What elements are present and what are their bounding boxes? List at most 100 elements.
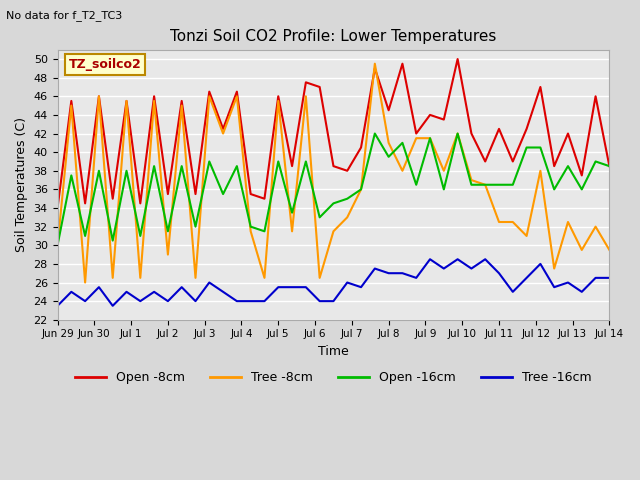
Open -16cm xyxy=(164,228,172,234)
Open -8cm xyxy=(136,201,144,206)
Open -8cm xyxy=(95,94,103,99)
Open -16cm xyxy=(592,158,600,164)
Tree -16cm xyxy=(481,256,489,262)
Open -16cm xyxy=(385,154,392,160)
Open -16cm xyxy=(288,210,296,216)
Open -8cm xyxy=(523,126,531,132)
Open -16cm xyxy=(123,168,131,174)
Open -8cm xyxy=(54,205,61,211)
Tree -16cm xyxy=(344,280,351,286)
Tree -16cm xyxy=(109,303,116,309)
Tree -16cm xyxy=(288,284,296,290)
Tree -16cm xyxy=(302,284,310,290)
Tree -8cm xyxy=(357,187,365,192)
Tree -8cm xyxy=(220,131,227,136)
Tree -16cm xyxy=(605,275,613,281)
Open -16cm xyxy=(536,144,544,150)
Open -16cm xyxy=(330,201,337,206)
Tree -8cm xyxy=(564,219,572,225)
Tree -8cm xyxy=(109,275,116,281)
Tree -16cm xyxy=(54,303,61,309)
Open -8cm xyxy=(399,61,406,67)
Tree -8cm xyxy=(523,233,531,239)
Open -8cm xyxy=(481,158,489,164)
Text: No data for f_T2_TC3: No data for f_T2_TC3 xyxy=(6,10,123,21)
Open -8cm xyxy=(440,117,447,122)
Open -16cm xyxy=(150,163,158,169)
Tree -16cm xyxy=(260,298,268,304)
Line: Tree -16cm: Tree -16cm xyxy=(58,259,609,306)
Tree -8cm xyxy=(371,61,379,67)
Open -8cm xyxy=(233,89,241,95)
Open -16cm xyxy=(564,163,572,169)
Open -16cm xyxy=(67,172,75,178)
Open -8cm xyxy=(468,131,476,136)
Open -16cm xyxy=(136,233,144,239)
Open -8cm xyxy=(316,84,323,90)
Open -8cm xyxy=(344,168,351,174)
Open -16cm xyxy=(233,163,241,169)
Title: Tonzi Soil CO2 Profile: Lower Temperatures: Tonzi Soil CO2 Profile: Lower Temperatur… xyxy=(170,29,497,44)
Tree -8cm xyxy=(578,247,586,253)
Tree -16cm xyxy=(233,298,241,304)
Open -8cm xyxy=(109,196,116,202)
Tree -8cm xyxy=(247,228,255,234)
Tree -16cm xyxy=(592,275,600,281)
Open -16cm xyxy=(302,158,310,164)
Tree -16cm xyxy=(330,298,337,304)
Open -8cm xyxy=(247,191,255,197)
Tree -16cm xyxy=(454,256,461,262)
Open -16cm xyxy=(109,238,116,243)
Tree -8cm xyxy=(275,98,282,104)
Open -16cm xyxy=(344,196,351,202)
Open -16cm xyxy=(440,187,447,192)
Open -16cm xyxy=(275,158,282,164)
Tree -16cm xyxy=(150,289,158,295)
Tree -16cm xyxy=(191,298,199,304)
Legend: Open -8cm, Tree -8cm, Open -16cm, Tree -16cm: Open -8cm, Tree -8cm, Open -16cm, Tree -… xyxy=(70,366,597,389)
Tree -16cm xyxy=(371,265,379,271)
Open -8cm xyxy=(536,84,544,90)
Tree -8cm xyxy=(288,228,296,234)
Open -8cm xyxy=(123,98,131,104)
Tree -8cm xyxy=(330,228,337,234)
Open -8cm xyxy=(426,112,434,118)
Tree -8cm xyxy=(399,168,406,174)
Y-axis label: Soil Temperatures (C): Soil Temperatures (C) xyxy=(15,117,28,252)
Tree -8cm xyxy=(509,219,516,225)
Open -8cm xyxy=(412,131,420,136)
Tree -8cm xyxy=(191,275,199,281)
Tree -16cm xyxy=(95,284,103,290)
Tree -16cm xyxy=(67,289,75,295)
Open -8cm xyxy=(275,94,282,99)
Tree -16cm xyxy=(536,261,544,267)
Tree -8cm xyxy=(95,94,103,99)
Tree -16cm xyxy=(247,298,255,304)
Open -16cm xyxy=(95,168,103,174)
Open -8cm xyxy=(191,191,199,197)
Tree -16cm xyxy=(550,284,558,290)
Open -16cm xyxy=(509,182,516,188)
Tree -8cm xyxy=(592,224,600,229)
Tree -8cm xyxy=(412,135,420,141)
Tree -8cm xyxy=(178,103,186,108)
Open -16cm xyxy=(399,140,406,146)
Tree -16cm xyxy=(205,280,213,286)
Tree -8cm xyxy=(454,131,461,136)
Tree -16cm xyxy=(357,284,365,290)
X-axis label: Time: Time xyxy=(318,345,349,358)
Tree -8cm xyxy=(205,94,213,99)
Tree -16cm xyxy=(164,298,172,304)
Tree -8cm xyxy=(316,275,323,281)
Tree -16cm xyxy=(178,284,186,290)
Open -8cm xyxy=(495,126,503,132)
Tree -16cm xyxy=(426,256,434,262)
Tree -16cm xyxy=(495,270,503,276)
Open -16cm xyxy=(578,187,586,192)
Open -8cm xyxy=(564,131,572,136)
Line: Open -8cm: Open -8cm xyxy=(58,59,609,208)
Open -8cm xyxy=(288,163,296,169)
Tree -8cm xyxy=(536,168,544,174)
Tree -8cm xyxy=(233,94,241,99)
Tree -16cm xyxy=(275,284,282,290)
